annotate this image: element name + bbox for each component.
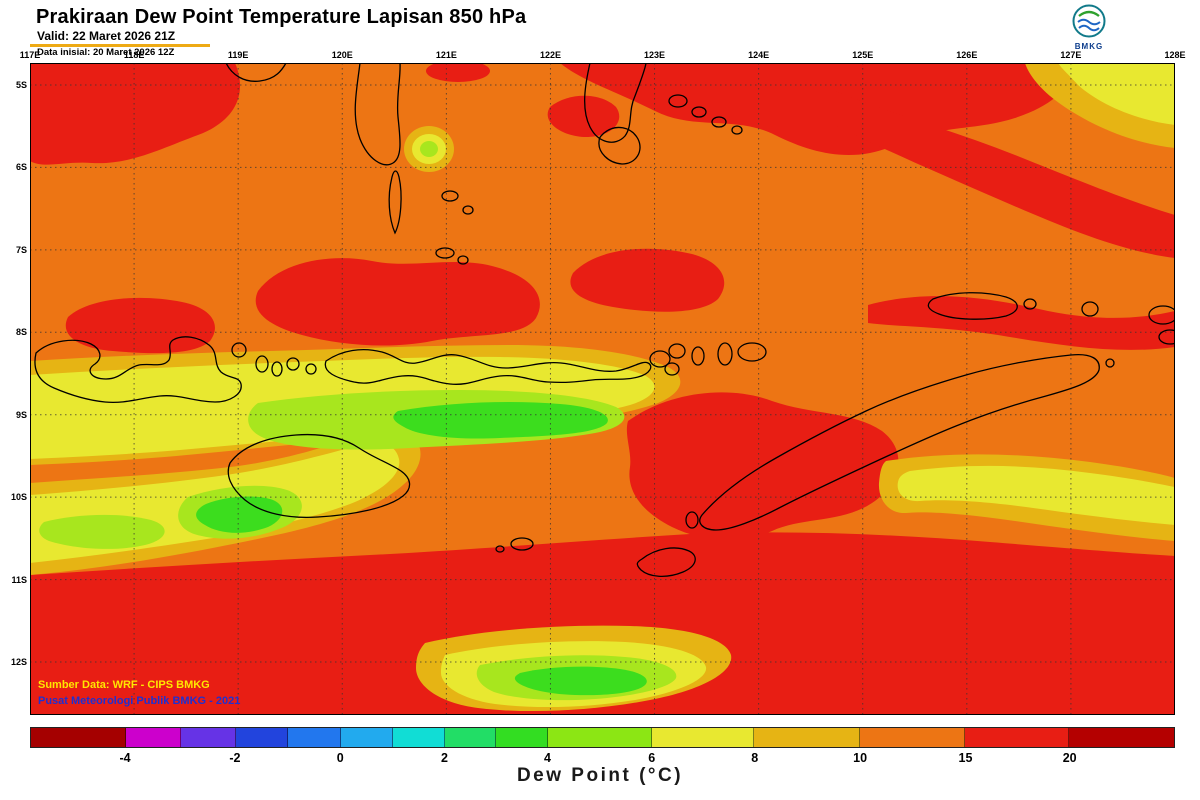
colorbar-tick-label: 10 [853,751,868,765]
map-border [30,63,1175,715]
colorbar-tick-label: 6 [648,751,656,765]
lat-label: 7S [15,244,27,255]
bmkg-logo-icon [1072,4,1106,38]
field-green-regions [196,402,647,696]
coast-wakatobi [668,94,743,135]
colorbar-segment [393,728,445,747]
coast-sumbawa [34,336,242,404]
coast-sabu [495,537,534,553]
colorbar [30,727,1175,748]
lon-label: 118E [123,50,145,60]
lat-label: 8S [15,327,27,338]
colorbar-segment [754,728,860,747]
lon-label: 122E [539,50,561,60]
colorbar-tick-label: 0 [336,751,344,765]
page-title: Prakiraan Dew Point Temperature Lapisan … [36,6,527,28]
dewpoint-map: Sumber Data: WRF - CIPS BMKG Pusat Meteo… [30,63,1175,715]
colorbar-segment [31,728,126,747]
lon-label: 119E [227,50,249,60]
colorbar-segment [547,728,652,747]
colorbar-tick-label: 15 [958,751,973,765]
lon-label: 123E [644,50,666,60]
coast-wetar [927,292,1018,320]
lon-label: 126E [956,50,978,60]
coast-south-sulawesi [354,63,401,166]
source-credit: Sumber Data: WRF - CIPS BMKG [38,679,210,691]
coast-timor [699,353,1100,531]
lon-label: 120E [331,50,353,60]
lat-label: 10S [10,492,27,503]
coast-selayar [388,170,402,235]
coast-lembata-alor [649,342,767,376]
colorbar-tick-label: 4 [544,751,552,765]
coast-topleft [225,63,287,82]
bmkg-logo-label: BMKG [1074,42,1104,51]
colorbar-segment [444,728,497,747]
colorbar-segment [288,728,341,747]
lon-label: 124E [748,50,770,60]
colorbar-tick-label: 2 [441,751,448,765]
colorbar-tick-label: 8 [751,751,759,765]
coast-sumba [227,433,411,519]
coast-rote [636,547,696,577]
colorbar-segment [496,728,548,747]
coast-flores-sea-islands [435,190,474,265]
colorbar-segment [125,728,181,747]
grid-lines [30,63,1175,715]
lat-label: 11S [11,574,27,585]
coast-semau [685,511,699,529]
coast-se-sulawesi [584,63,647,143]
producer-credit: Pusat Meteorologi Publik BMKG - 2021 [38,695,241,707]
colorbar-segment [340,728,394,747]
lat-label: 6S [15,162,27,173]
colorbar-tick-label: -4 [119,751,131,765]
lat-label: 9S [15,409,27,420]
lon-label: 121E [435,50,457,60]
colorbar-labels: -4 -2 0 2 4 6 8 10 15 20 [30,751,1175,767]
lat-label: 5S [15,80,27,90]
lat-label: 12S [10,657,27,667]
lon-label: 127E [1060,50,1082,60]
coast-sangeang [231,342,247,358]
coast-komodo [255,355,317,377]
bmkg-logo: BMKG [1066,3,1112,51]
coast-flores [324,349,652,385]
colorbar-tick-label: 20 [1062,751,1077,765]
dewpoint-map-canvas [30,63,1175,715]
colorbar-segment [859,728,965,747]
colorbar-segment [235,728,289,747]
lon-label: 125E [852,50,874,60]
title-underline [30,44,210,47]
init-time-label: Data inisial: 20 Maret 2026 12Z [37,47,175,58]
coastlines [34,63,1175,577]
colorbar-segment [651,728,755,747]
colorbar-tick-label: -2 [229,751,241,765]
colorbar-caption: Dew Point (°C) [516,765,684,786]
coast-banda-islands [1023,298,1175,345]
valid-time-label: Valid: 22 Maret 2026 21Z [37,29,176,43]
colorbar-segment [1068,728,1174,747]
colorbar-segment [180,728,236,747]
colorbar-segment [964,728,1069,747]
lon-label: 128E [1164,50,1186,60]
lon-label: 117E [19,50,41,60]
coast-buton [598,126,641,165]
coast-kisar [1105,358,1115,368]
